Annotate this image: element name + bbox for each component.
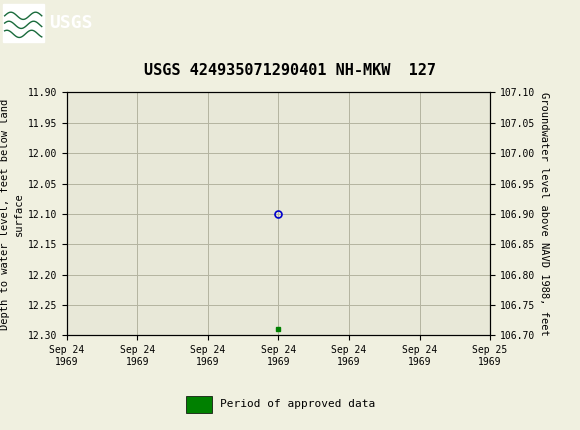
FancyBboxPatch shape bbox=[3, 3, 43, 42]
Text: Period of approved data: Period of approved data bbox=[220, 399, 376, 409]
Text: USGS 424935071290401 NH-MKW  127: USGS 424935071290401 NH-MKW 127 bbox=[144, 64, 436, 78]
Text: USGS: USGS bbox=[49, 14, 93, 31]
Y-axis label: Groundwater level above NAVD 1988, feet: Groundwater level above NAVD 1988, feet bbox=[539, 92, 549, 336]
Y-axis label: Depth to water level, feet below land
surface: Depth to water level, feet below land su… bbox=[0, 98, 23, 329]
